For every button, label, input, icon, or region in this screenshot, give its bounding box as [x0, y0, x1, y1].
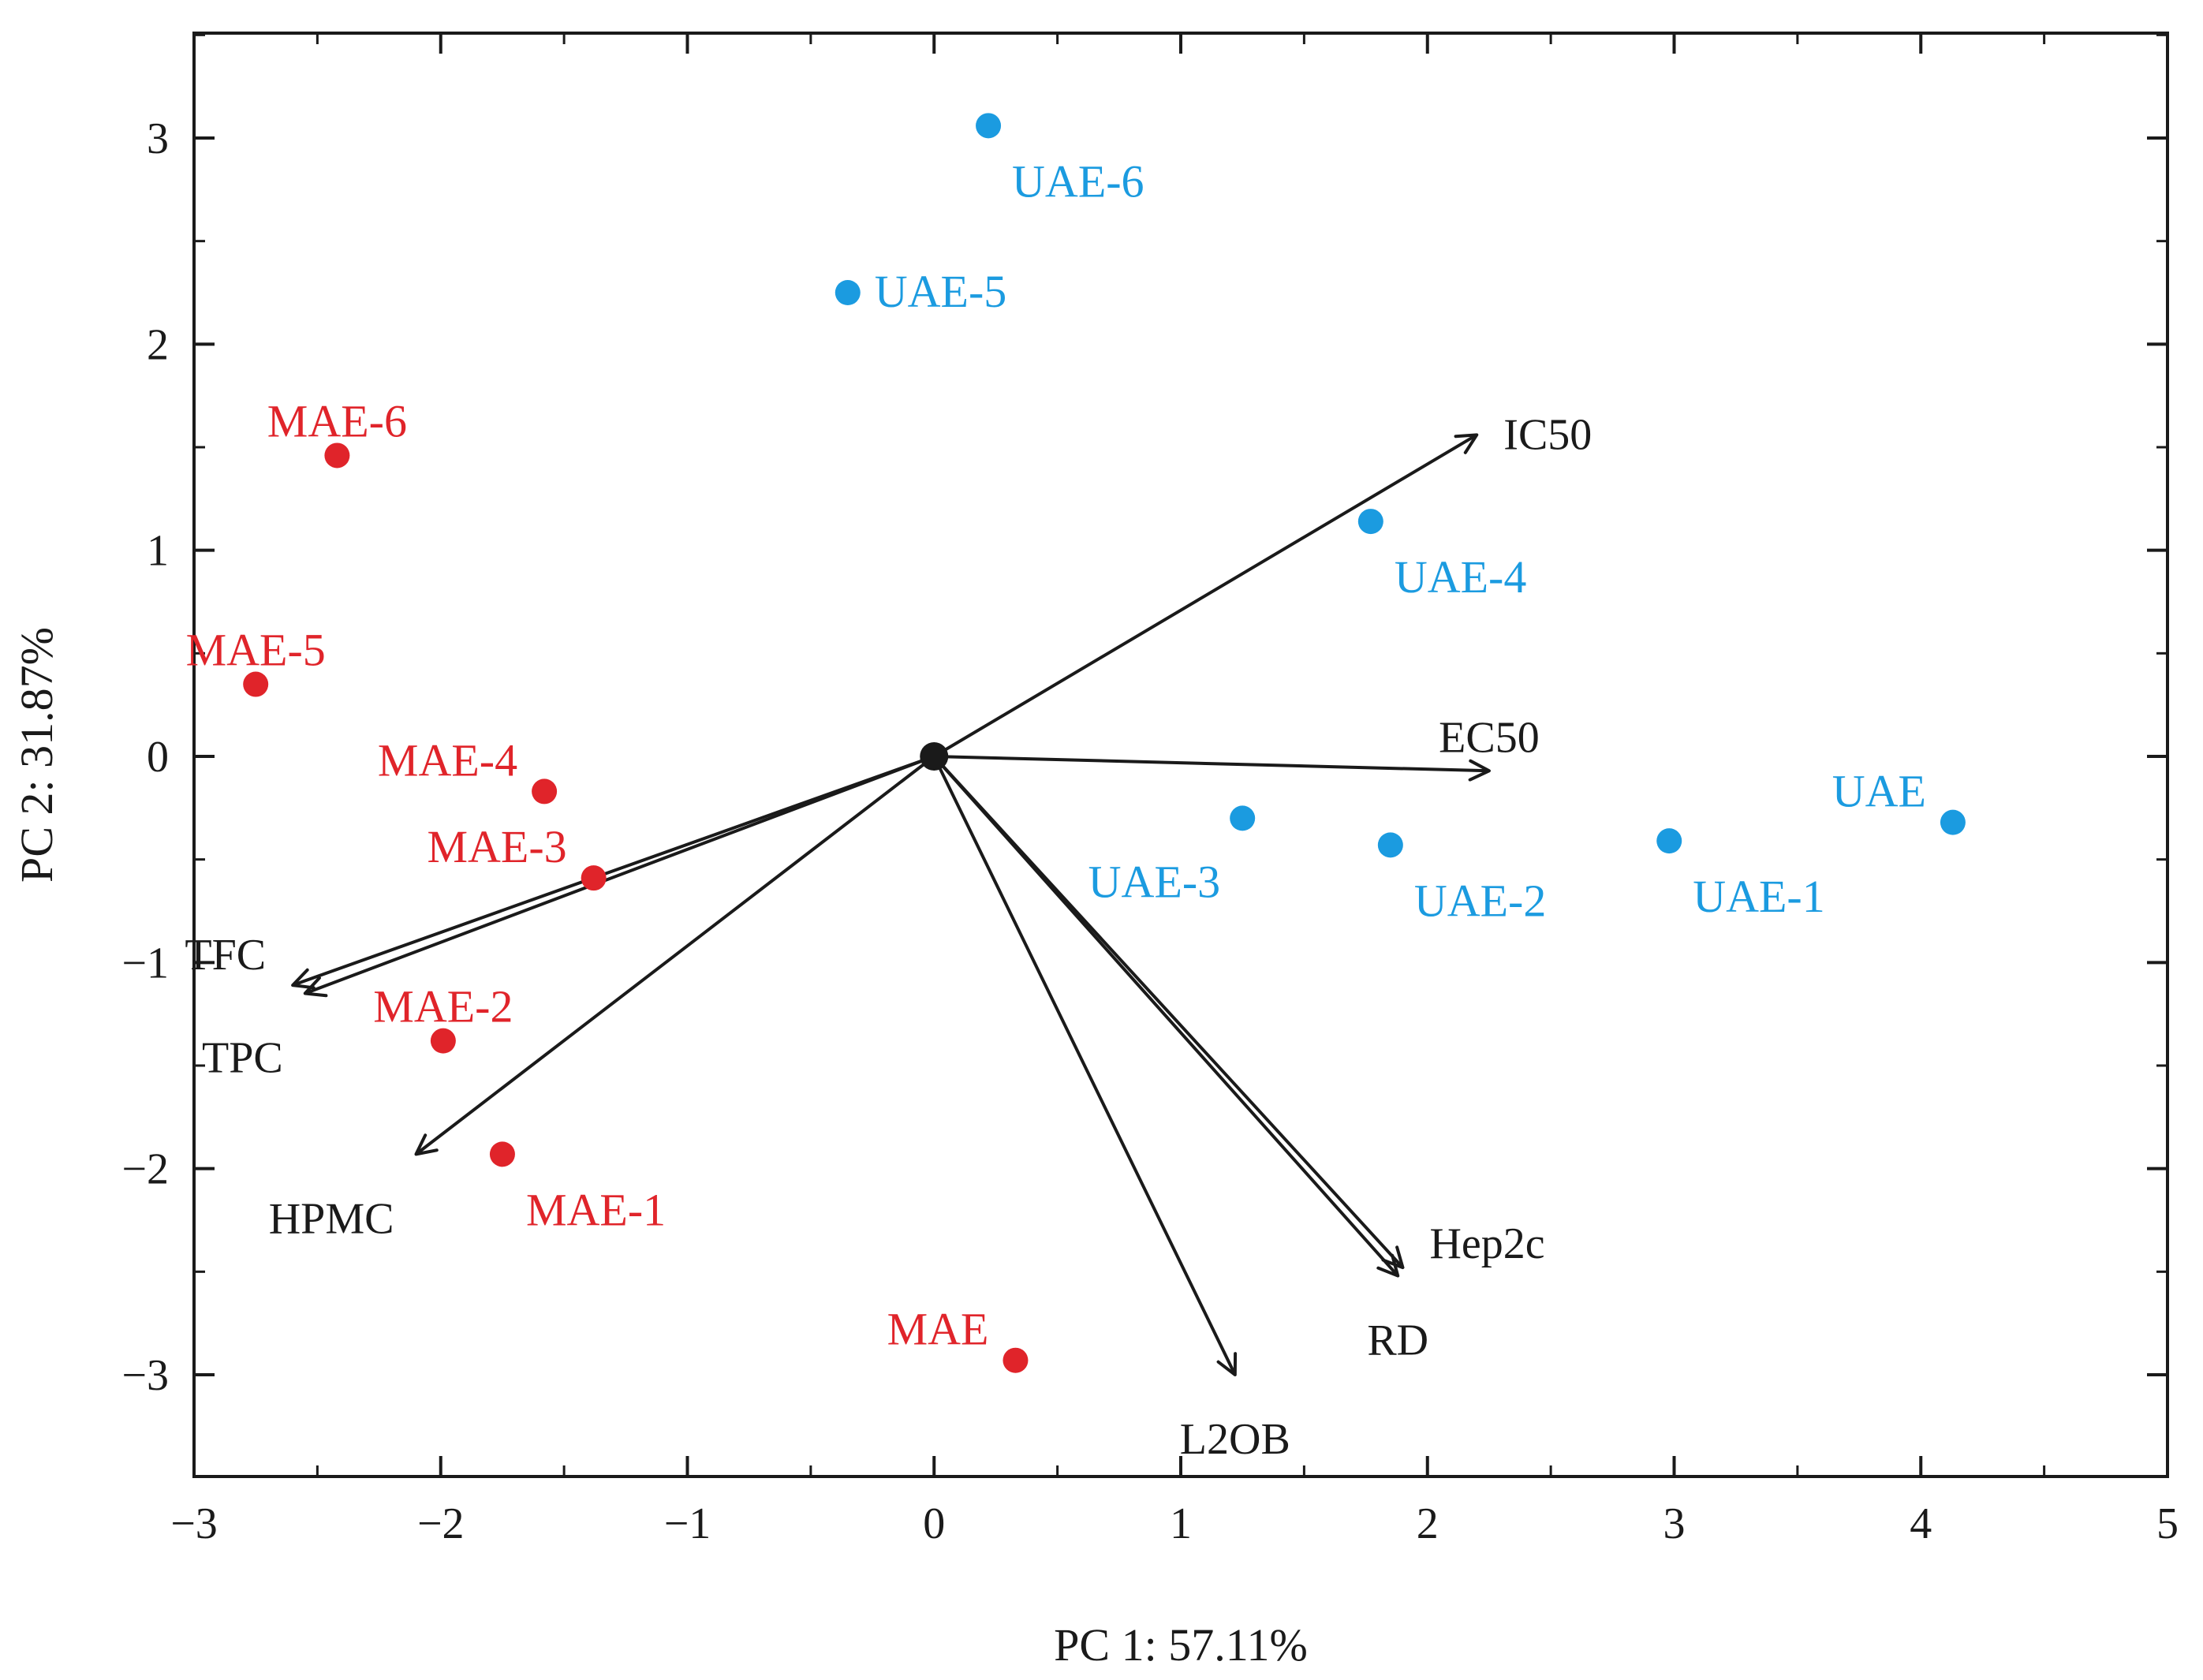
y-tick-label: −3 [121, 1351, 169, 1400]
point-label-uae-4: UAE-4 [1395, 551, 1527, 603]
loading-label-l2ob: L2OB [1180, 1415, 1290, 1464]
loading-arrow-ic50 [933, 433, 1479, 758]
point-mae-1 [489, 1141, 515, 1167]
point-uae-6 [976, 113, 1002, 139]
x-tick-label: −1 [664, 1499, 711, 1548]
x-tick-label: 1 [1170, 1499, 1192, 1548]
x-tick-label: 0 [923, 1499, 945, 1548]
y-tick-label: 3 [147, 114, 169, 163]
point-label-uae: UAE [1832, 766, 1926, 817]
point-label-mae-5: MAE-5 [186, 625, 326, 676]
x-tick-label: 4 [1910, 1499, 1932, 1548]
point-mae-4 [532, 778, 558, 805]
x-tick-label: −3 [170, 1499, 218, 1548]
point-uae-4 [1357, 509, 1383, 535]
loading-label-ec50: EC50 [1439, 713, 1540, 762]
point-label-mae: MAE [887, 1304, 989, 1355]
y-tick-label: 2 [147, 320, 169, 369]
x-axis-ticks: −3 −2 −1 0 1 2 3 4 5 [170, 33, 2179, 1548]
loading-arrow-tfc [291, 755, 935, 990]
y-tick-label: 1 [147, 527, 169, 576]
loading-label-ic50: IC50 [1503, 410, 1592, 459]
point-mae-6 [324, 442, 350, 469]
loading-arrow-ec50 [934, 755, 1491, 782]
point-label-uae-5: UAE-5 [875, 266, 1007, 317]
loading-arrow-hpmc [414, 755, 935, 1156]
point-mae-2 [430, 1028, 456, 1054]
point-label-mae-6: MAE-6 [267, 395, 407, 446]
x-tick-label: 5 [2156, 1499, 2179, 1548]
loading-label-tfc: TFC [185, 931, 266, 980]
loading-arrow-l2ob [932, 756, 1238, 1376]
point-uae-2 [1377, 832, 1403, 858]
loading-arrow-tpc [303, 755, 935, 998]
point-label-uae-2: UAE-2 [1414, 875, 1547, 926]
point-label-mae-4: MAE-4 [378, 734, 517, 786]
y-axis-ticks: −3 −2 −1 0 1 2 3 [121, 33, 2168, 1400]
y-tick-label: −2 [121, 1145, 169, 1194]
x-tick-label: 2 [1417, 1499, 1439, 1548]
x-tick-label: 3 [1663, 1499, 1686, 1548]
point-mae [1003, 1347, 1029, 1373]
loading-label-rd: RD [1367, 1316, 1428, 1365]
point-uae-3 [1230, 805, 1256, 831]
point-uae-5 [835, 280, 861, 305]
point-label-uae-6: UAE-6 [1012, 155, 1144, 207]
y-axis-title: PC 2: 31.87% [11, 627, 62, 883]
origin-marker [920, 742, 949, 771]
point-label-mae-3: MAE-3 [427, 821, 566, 872]
loading-label-tpc: TPC [202, 1034, 283, 1083]
x-axis-title: PC 1: 57.11% [1054, 1619, 1308, 1671]
point-uae [1940, 809, 1966, 835]
loading-label-hpmc: HPMC [269, 1194, 394, 1243]
score-points: MAE MAE-1 MAE-2 MAE-3 MAE-4 MAE-5 MAE-6 UAE UAE-… [186, 113, 1966, 1373]
loading-label-hep2c: Hep2c [1429, 1219, 1544, 1268]
loading-arrow-rd [932, 755, 1400, 1278]
point-label-mae-2: MAE-2 [373, 981, 513, 1032]
point-label-uae-1: UAE-1 [1693, 871, 1825, 922]
point-mae-3 [581, 865, 607, 891]
point-uae-1 [1656, 828, 1682, 854]
point-label-uae-3: UAE-3 [1088, 856, 1221, 907]
x-tick-label: −2 [417, 1499, 465, 1548]
point-label-mae-1: MAE-1 [526, 1184, 666, 1235]
y-tick-label: −1 [121, 939, 169, 987]
point-mae-5 [243, 671, 269, 697]
y-tick-label: 0 [147, 733, 169, 782]
